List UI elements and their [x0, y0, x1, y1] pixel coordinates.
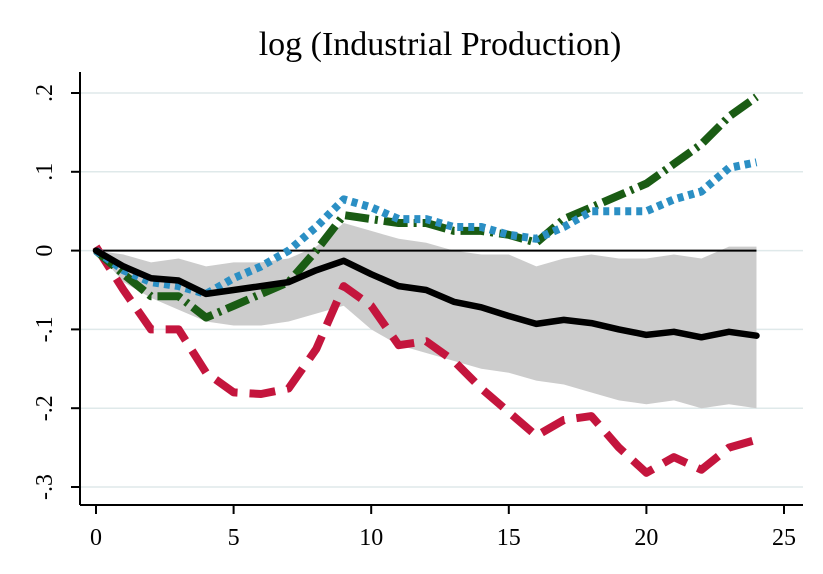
y-tick-label-1: -.2 [32, 395, 58, 421]
y-tick-label-0: -.3 [32, 474, 58, 500]
series-line-dashed [92, 244, 758, 477]
x-tick-label-2: 10 [359, 525, 383, 551]
series-line-solid [92, 247, 760, 341]
y-tick-label-2: -.1 [32, 316, 58, 342]
series-group [92, 93, 760, 477]
y-axis-ticks: -.3 -.2 -.1 0 .1 .2 [32, 84, 80, 500]
x-tick-label-1: 5 [228, 525, 240, 551]
x-tick-label-3: 15 [497, 525, 521, 551]
x-axis-ticks: 0 5 10 15 20 25 [90, 505, 796, 551]
y-tick-label-4: .1 [32, 163, 58, 181]
series-line-dotted [93, 158, 758, 298]
chart-title: log (Industrial Production) [259, 26, 622, 63]
y-tick-label-3: 0 [32, 245, 58, 257]
axes [79, 72, 803, 506]
x-tick-label-4: 20 [634, 525, 658, 551]
x-tick-label-5: 25 [772, 525, 796, 551]
y-tick-label-5: .2 [32, 84, 58, 102]
x-tick-label-0: 0 [90, 525, 102, 551]
